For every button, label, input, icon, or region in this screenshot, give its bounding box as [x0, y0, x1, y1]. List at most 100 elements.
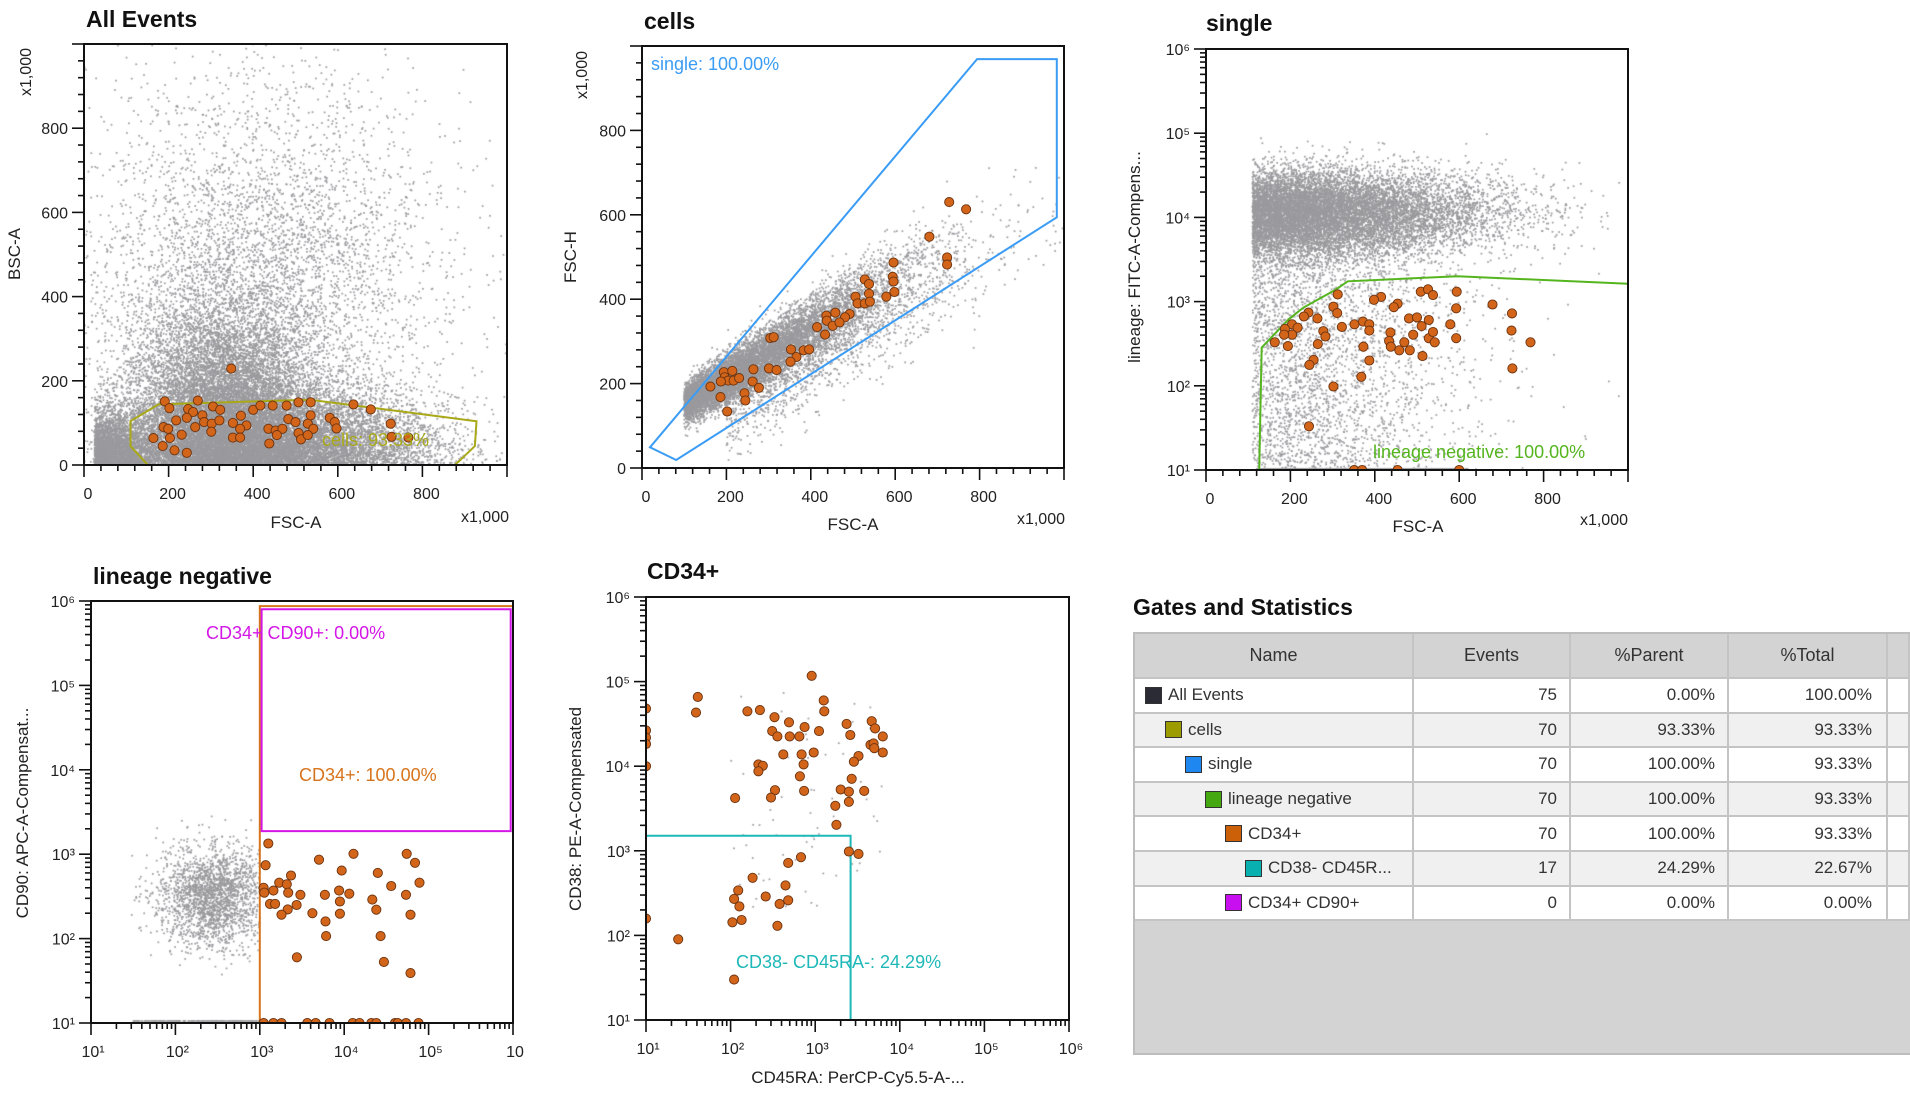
table-row[interactable]: lineage negative 70 100.00% 93.33%	[1135, 782, 1910, 818]
table-row[interactable]: CD34+ CD90+ 0 0.00% 0.00%	[1135, 886, 1910, 922]
parent-percent-cell: 0.00%	[1571, 886, 1729, 922]
y-axis-multiplier: x1,000	[18, 48, 35, 96]
extra-cell	[1888, 817, 1910, 852]
event-point	[258, 1017, 269, 1023]
events-cell: 70	[1414, 817, 1571, 852]
event-point	[1427, 326, 1439, 338]
column-header-events[interactable]: Events	[1414, 634, 1571, 679]
x-tick-label: 600	[886, 489, 913, 506]
event-point	[769, 712, 780, 723]
gates-statistics-table[interactable]: Name Events %Parent %Total All Events 75 0…	[1133, 632, 1910, 1055]
event-point	[1332, 289, 1343, 300]
event-point	[830, 800, 841, 811]
x-tick-label: 0	[642, 489, 651, 506]
column-header-total[interactable]: %Total	[1729, 634, 1888, 679]
table-row[interactable]: single 70 100.00% 93.33%	[1135, 748, 1910, 783]
event-point	[783, 857, 794, 868]
event-point	[1385, 327, 1396, 338]
event-point	[386, 431, 397, 442]
x-axis-label: FSC-A	[1393, 517, 1445, 536]
x-tick-label: 10¹	[636, 1041, 659, 1058]
event-point	[818, 695, 829, 706]
event-point	[385, 418, 396, 429]
event-point	[164, 403, 175, 414]
event-point	[226, 363, 237, 374]
x-tick-label: 10¹	[81, 1044, 104, 1061]
event-point	[260, 860, 271, 871]
total-percent-cell: 93.33%	[1729, 748, 1888, 783]
event-point	[715, 392, 726, 403]
event-point	[324, 1017, 335, 1023]
event-point	[215, 404, 226, 415]
plot-2-panel: cells 0 200 400 600 800 0 200 400 600 800 FSC-A FSC-…	[561, 8, 1065, 534]
event-point	[748, 364, 759, 375]
event-point	[785, 356, 796, 367]
total-percent-cell: 100.00%	[1729, 679, 1888, 714]
event-point	[281, 400, 292, 411]
event-point	[747, 376, 758, 387]
table-row[interactable]: All Events 75 0.00% 100.00%	[1135, 679, 1910, 714]
event-point	[1364, 325, 1375, 336]
column-header-name[interactable]: Name	[1135, 634, 1414, 679]
event-point	[164, 433, 175, 444]
y-tick-label: 400	[599, 292, 626, 309]
table-row[interactable]: cells 70 93.33% 93.33%	[1135, 713, 1910, 749]
event-point	[796, 749, 807, 760]
plot-area	[646, 670, 888, 1020]
y-tick-label: 0	[617, 461, 626, 478]
event-point	[1427, 290, 1439, 301]
event-point	[334, 885, 345, 896]
event-point	[877, 747, 888, 758]
event-point	[1429, 337, 1440, 348]
table-row[interactable]: CD34+ 70 100.00% 93.33%	[1135, 817, 1910, 852]
gate-name-cell: CD34+ CD90+	[1135, 886, 1414, 922]
x-tick-label: 0	[84, 486, 93, 503]
axis-ticks	[1194, 48, 1629, 482]
parent-percent-cell: 100.00%	[1571, 748, 1729, 783]
event-point	[378, 956, 389, 967]
event-point	[772, 731, 783, 742]
axis-ticks	[630, 45, 1065, 480]
event-point	[772, 920, 783, 931]
x-tick-label: 10⁴	[334, 1044, 359, 1061]
column-header-parent[interactable]: %Parent	[1571, 634, 1729, 679]
y-axis-label: BSC-A	[5, 227, 24, 280]
event-point	[302, 430, 313, 441]
event-point	[742, 706, 753, 717]
event-point	[1525, 337, 1536, 348]
stats-title: Gates and Statistics	[1133, 594, 1353, 620]
event-point	[1298, 311, 1309, 322]
extra-cell	[1888, 782, 1910, 818]
event-point	[848, 756, 859, 767]
event-point	[845, 729, 856, 741]
axis-ticks	[72, 43, 508, 477]
y-tick-label: 10¹	[607, 1013, 630, 1030]
column-header-extra[interactable]	[1888, 634, 1910, 679]
y-tick-label: 10⁵	[606, 675, 630, 692]
event-point	[888, 257, 899, 268]
gate-name: CD38- CD45R...	[1268, 858, 1392, 878]
event-point	[319, 889, 330, 900]
event-point	[365, 404, 376, 415]
event-point	[176, 429, 187, 440]
x-tick-label: 0	[1206, 491, 1215, 508]
plot-1-panel: All Events 0 200 400 600 800 0 200 400 600 800 FSC-…	[5, 6, 509, 532]
gate-name-cell: All Events	[1135, 679, 1414, 714]
event-point	[268, 885, 279, 896]
x-tick-label: 800	[413, 486, 440, 503]
event-point	[780, 880, 791, 891]
event-point	[181, 447, 192, 458]
gate-color-swatch-icon	[1165, 721, 1182, 739]
plot-4-panel: lineage negative 10¹ 10² 10³ 10⁴ 10⁵ 10 10¹ 10² 1…	[13, 563, 524, 1061]
y-tick-label: 10²	[52, 932, 76, 949]
event-point	[344, 888, 355, 899]
event-point	[747, 872, 758, 883]
event-point	[281, 879, 292, 890]
table-row[interactable]: CD38- CD45R... 17 24.29% 22.67%	[1135, 852, 1910, 887]
event-point	[1506, 308, 1518, 319]
y-tick-label: 200	[41, 374, 68, 391]
event-point	[794, 731, 805, 742]
event-point	[148, 433, 159, 444]
event-point	[235, 423, 246, 434]
event-point	[812, 322, 823, 333]
